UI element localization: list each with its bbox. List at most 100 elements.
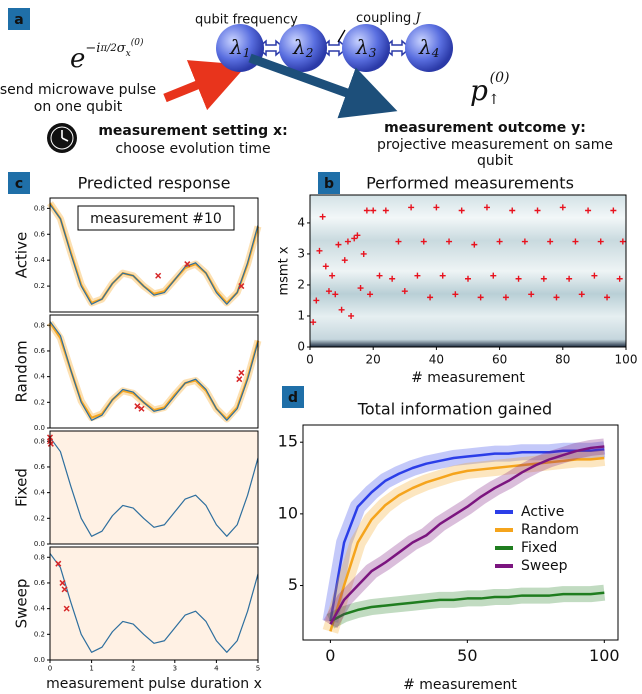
measurement-point [619, 238, 626, 245]
text-part: λ [418, 35, 432, 59]
text-part: 4 [431, 46, 440, 60]
measurement-point [313, 297, 320, 304]
clock [47, 123, 77, 153]
text-part: 1 [243, 46, 251, 60]
y-tick-label: 0.6 [34, 463, 46, 471]
plot-frame [49, 197, 259, 313]
x-tick-label: 4 [214, 664, 219, 672]
y-tick-label: 0.2 [34, 398, 45, 406]
y-tick-label: 0 [297, 340, 305, 354]
panel-label: a [14, 12, 23, 28]
measurement-point [420, 238, 427, 245]
measurement-point [446, 238, 453, 245]
x-tick-label: 100 [589, 646, 620, 665]
text-part: π/2 [99, 43, 116, 54]
text-part: 3 [369, 46, 377, 60]
measurement-point [502, 294, 509, 301]
y-tick-label: 2 [297, 277, 305, 291]
series-line [329, 591, 605, 623]
legend-label: Sweep [521, 558, 568, 574]
legend-label: Random [521, 522, 579, 538]
measure-arrow [248, 53, 398, 119]
label: choose evolution time [115, 141, 270, 157]
x-tick-label: 80 [555, 352, 570, 366]
measurement-point [471, 241, 478, 248]
x-tick-label: 0 [306, 352, 314, 366]
y-tick-label: 0.4 [34, 256, 46, 264]
text-part: x [126, 49, 131, 59]
y-tick-label: 0.4 [34, 489, 46, 497]
plot-frame [49, 314, 259, 429]
series-line [329, 445, 605, 625]
measurement-point [376, 272, 383, 279]
y-tick-label: 0.2 [34, 514, 45, 522]
pulse-arrow [163, 60, 248, 111]
measurement-point [496, 238, 503, 245]
y-tick-label: 0.0 [34, 424, 45, 432]
measurement-point [427, 294, 434, 301]
chart-title: Performed measurements [366, 174, 574, 193]
couplings [256, 39, 412, 57]
measurement-point [585, 207, 592, 214]
text-part: e [70, 44, 85, 74]
measurement-point [597, 238, 604, 245]
measurement-point [452, 291, 459, 298]
chart-title: Total information gained [357, 400, 552, 419]
measurement-point [335, 241, 342, 248]
x-tick-label: 2 [131, 664, 135, 672]
node-label: λ2 [292, 35, 313, 60]
measurement-point [395, 238, 402, 245]
measurement-point [534, 207, 541, 214]
measurement-point [61, 586, 68, 593]
y-tick-label: 4 [297, 215, 305, 229]
y-tick-label: 1 [297, 308, 305, 322]
measurement-point [591, 272, 598, 279]
y-tick-label: 0.8 [34, 553, 45, 561]
measurement-point [344, 238, 351, 245]
formula: e−iπ/2σx(0) [70, 37, 144, 75]
panel-label: d [288, 390, 298, 406]
x-tick-label: 40 [429, 352, 444, 366]
panel-label-box [282, 386, 304, 408]
plot-frame [302, 424, 619, 641]
measurement-point [408, 204, 415, 211]
measurement-point [559, 204, 566, 211]
measurement-point [547, 238, 554, 245]
y-tick-label: 0.8 [34, 437, 45, 445]
measurement-point [578, 291, 585, 298]
measurement-point [521, 238, 528, 245]
measurement-point [341, 257, 348, 264]
x-tick-label: 3 [173, 664, 177, 672]
y-axis-label: Sweep [13, 579, 31, 629]
plot-frame [309, 194, 627, 348]
measurement-point [382, 207, 389, 214]
panel-label: c [15, 176, 23, 192]
label: send microwave pulse [0, 82, 156, 98]
measurement-point [134, 403, 141, 410]
measurement-point [155, 272, 162, 279]
measurement-point [610, 207, 617, 214]
measurement-point [316, 247, 323, 254]
x-axis-label: measurement pulse duration x [46, 676, 262, 692]
y-tick-label: 0.2 [34, 630, 45, 638]
measurement-point [47, 440, 54, 447]
series-line [49, 437, 259, 537]
measurement-point [515, 275, 522, 282]
qubit [279, 24, 327, 72]
measurement-point [329, 272, 336, 279]
y-tick-label: 15 [278, 432, 298, 451]
x-axis-label: # measurement [403, 677, 517, 693]
measurement-point [238, 283, 245, 290]
measurement-point [360, 250, 367, 257]
plot-frame [49, 546, 259, 661]
measurement-point [389, 275, 396, 282]
y-tick-label: 10 [278, 503, 298, 522]
measurement-point [138, 405, 145, 412]
measurement-point [509, 207, 516, 214]
text-part: (0) [490, 70, 510, 86]
text-part: σ [117, 41, 127, 56]
text-part: coupling [356, 11, 411, 26]
series-line [49, 553, 259, 653]
measurement-point [55, 560, 62, 567]
measurement-point [477, 294, 484, 301]
